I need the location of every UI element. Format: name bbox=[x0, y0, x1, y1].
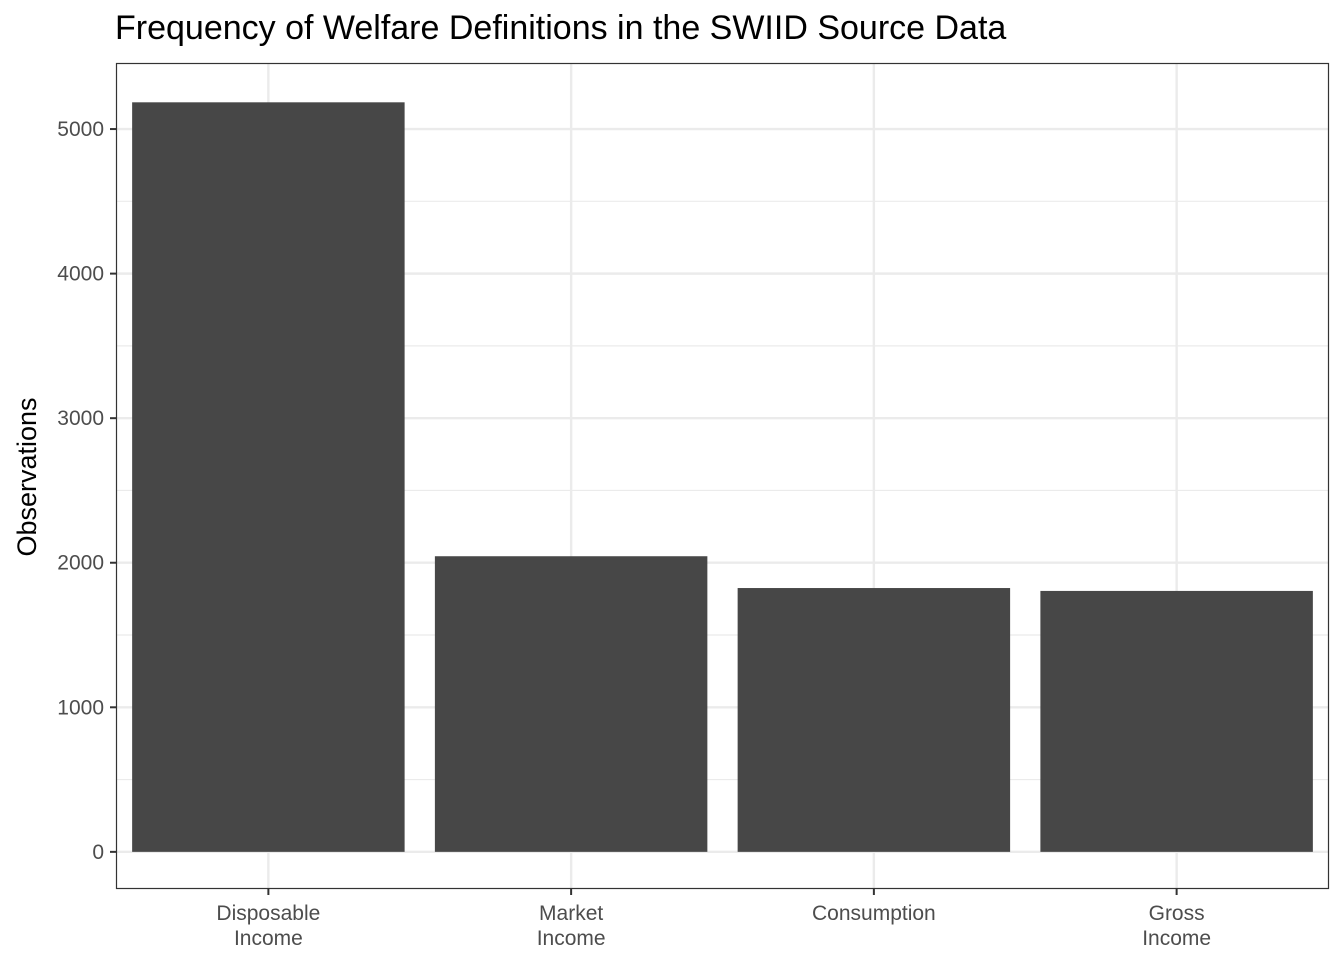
bar bbox=[434, 556, 708, 852]
x-tick-label: Disposable Income bbox=[216, 902, 320, 950]
x-tick-label: Market Income bbox=[537, 902, 606, 950]
x-tick-label: Gross Income bbox=[1142, 902, 1211, 950]
y-tick-label: 5000 bbox=[57, 118, 104, 141]
y-tick-label: 2000 bbox=[57, 552, 104, 575]
bar bbox=[1040, 590, 1313, 852]
y-tick-label: 3000 bbox=[57, 407, 104, 430]
bar bbox=[737, 588, 1011, 852]
y-axis-title: Observations bbox=[12, 397, 42, 556]
bars bbox=[132, 102, 1313, 852]
x-tick-label: Consumption bbox=[812, 902, 936, 925]
y-tick-label: 1000 bbox=[57, 696, 104, 719]
bar bbox=[132, 102, 405, 852]
chart-title: Frequency of Welfare Definitions in the … bbox=[115, 9, 1006, 47]
x-axis: Disposable Income Market Income Consumption G… bbox=[216, 888, 1211, 950]
plot-panel-border bbox=[115, 62, 1330, 890]
y-axis: 0 1000 2000 3000 4000 5000 bbox=[57, 118, 117, 864]
y-tick-label: 0 bbox=[92, 841, 104, 864]
y-tick-label: 4000 bbox=[57, 263, 104, 286]
